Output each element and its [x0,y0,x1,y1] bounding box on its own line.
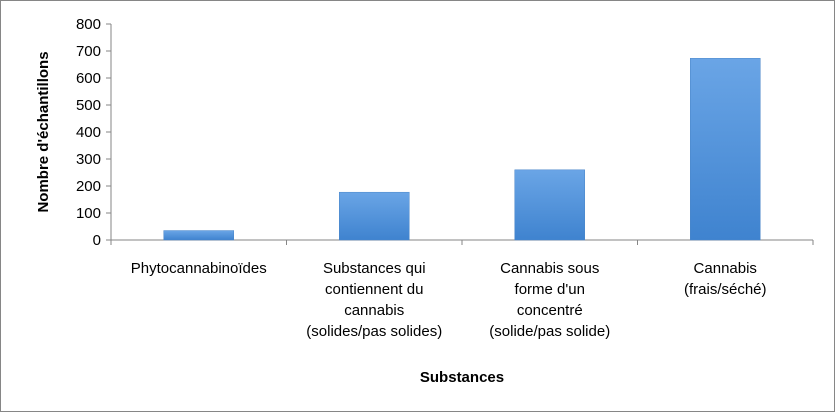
y-tick-label: 500 [76,97,101,114]
bar [514,169,585,241]
y-tick-label: 300 [76,151,101,168]
bars [163,58,761,241]
x-category-labels: Phytocannabinoïdes Substances qui contienn… [131,260,767,340]
x-category-label: Cannabis (frais/séché) [684,260,767,298]
y-tick-label: 600 [76,70,101,87]
x-category-label: Phytocannabinoïdes [131,260,267,277]
y-tick-label: 700 [76,43,101,60]
bar [163,230,234,241]
y-tick-label: 400 [76,124,101,141]
x-category-label: Cannabis sous forme d'un concentré (solide/… [489,260,610,340]
x-axis-title: Substances [420,369,504,386]
bar [690,58,761,241]
x-category-label: Substances qui contiennent du cannabis (sol… [306,260,442,340]
y-ticks: 0 100 200 300 400 500 600 700 800 [76,16,111,249]
y-tick-label: 800 [76,16,101,33]
y-tick-label: 0 [93,232,101,249]
bar [339,191,410,241]
y-tick-label: 200 [76,178,101,195]
y-tick-label: 100 [76,205,101,222]
y-axis-title: Nombre d'échantillons [35,51,52,212]
